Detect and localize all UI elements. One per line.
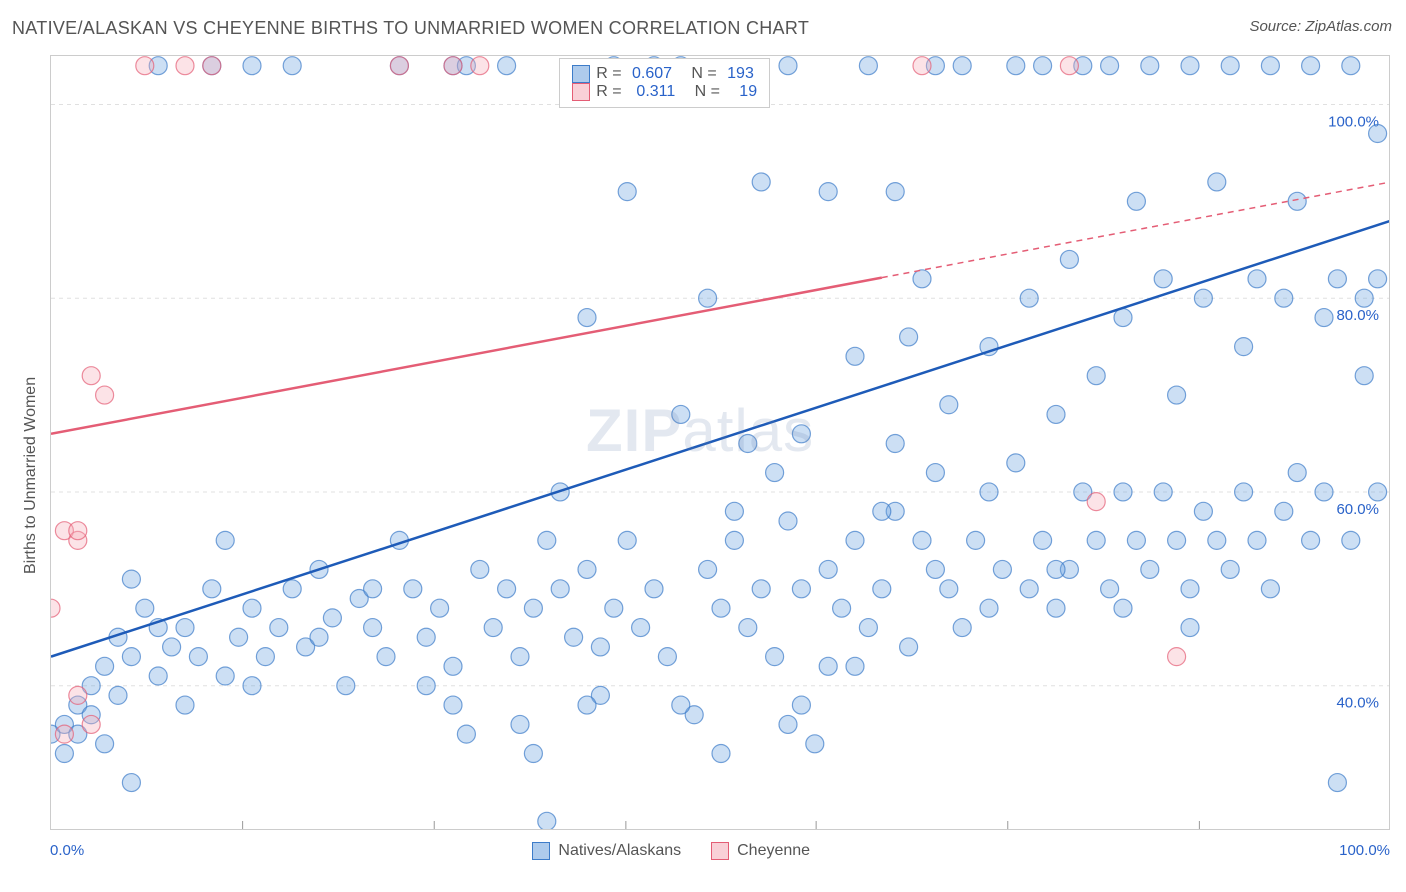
series-legend: Natives/Alaskans Cheyenne xyxy=(532,842,810,860)
svg-text:40.0%: 40.0% xyxy=(1336,695,1379,712)
scatter-plot: 40.0%60.0%80.0%100.0% xyxy=(50,55,1390,830)
legend-n-label: N = xyxy=(678,65,721,83)
svg-text:80.0%: 80.0% xyxy=(1336,307,1379,324)
legend-item: Cheyenne xyxy=(711,842,810,860)
legend-swatch xyxy=(572,65,590,83)
legend-n-label: N = xyxy=(681,83,733,101)
legend-swatch xyxy=(711,842,729,860)
y-axis-label: Births to Unmarried Women xyxy=(22,377,40,574)
legend-swatch xyxy=(572,83,590,101)
source-attribution: Source: ZipAtlas.com xyxy=(1249,18,1392,35)
legend-row: R = 0.607 N = 193 xyxy=(572,65,757,83)
legend-r-value: 0.311 xyxy=(636,83,675,101)
chart-container: NATIVE/ALASKAN VS CHEYENNE BIRTHS TO UNM… xyxy=(0,0,1406,892)
legend-r-label: R = xyxy=(596,83,630,101)
svg-text:60.0%: 60.0% xyxy=(1336,501,1379,518)
legend-r-label: R = xyxy=(596,65,626,83)
legend-n-value: 193 xyxy=(727,65,754,83)
legend-label: Natives/Alaskans xyxy=(558,842,681,860)
legend-n-value: 19 xyxy=(739,83,757,101)
chart-title: NATIVE/ALASKAN VS CHEYENNE BIRTHS TO UNM… xyxy=(12,18,809,39)
legend-swatch xyxy=(532,842,550,860)
correlation-legend: R = 0.607 N = 193R = 0.311 N = 19 xyxy=(559,58,770,108)
x-axis-max-label: 100.0% xyxy=(1339,842,1390,859)
legend-r-value: 0.607 xyxy=(632,65,672,83)
legend-label: Cheyenne xyxy=(737,842,810,860)
legend-item: Natives/Alaskans xyxy=(532,842,681,860)
x-axis-min-label: 0.0% xyxy=(50,842,84,859)
legend-row: R = 0.311 N = 19 xyxy=(572,83,757,101)
